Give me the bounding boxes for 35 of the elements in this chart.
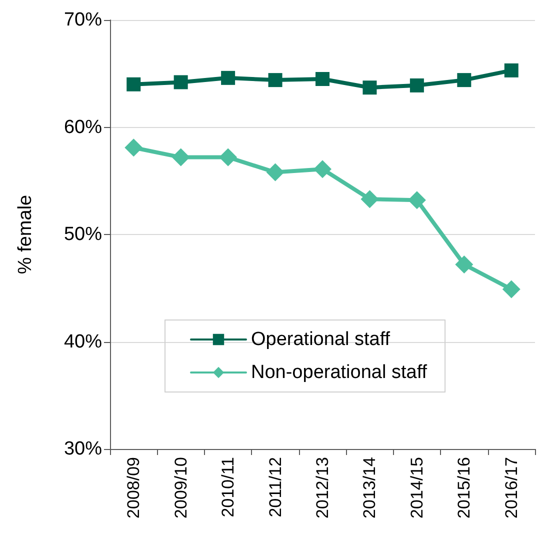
y-tick-label: 70% (64, 10, 102, 30)
point (172, 148, 190, 166)
y-axis-title: % female (15, 194, 36, 274)
point (268, 73, 282, 88)
x-tick-label: 2012/13 (313, 457, 332, 518)
point (360, 190, 379, 208)
y-tick-label: 40% (64, 331, 102, 352)
point (410, 78, 424, 92)
point (219, 148, 238, 166)
y-tick-label: 60% (64, 116, 102, 138)
point (408, 191, 426, 210)
point (457, 73, 472, 88)
point (316, 72, 330, 86)
x-tick-label: 2011/12 (266, 457, 285, 518)
y-tick-label: 30% (64, 438, 102, 460)
point (124, 138, 143, 157)
point (455, 256, 474, 274)
legend-label: Operational staff (251, 329, 391, 350)
x-tick-label: 2015/16 (454, 457, 474, 518)
x-tick-label: 2010/11 (218, 457, 238, 518)
point (174, 75, 188, 90)
legend-label: Non-operational staff (251, 362, 428, 383)
point (221, 70, 236, 85)
x-tick-label: 2013/14 (360, 457, 380, 518)
point (502, 280, 520, 298)
x-tick-label: 2009/10 (171, 457, 190, 518)
point (266, 163, 284, 182)
point (504, 63, 518, 78)
x-tick-label: 2014/15 (407, 457, 426, 518)
y-tick-label: 50% (64, 224, 102, 245)
point (362, 80, 377, 95)
x-tick-label: 2016/17 (502, 457, 521, 518)
x-tick-label: 2008/09 (124, 457, 144, 518)
point (126, 77, 141, 92)
point (314, 160, 332, 178)
